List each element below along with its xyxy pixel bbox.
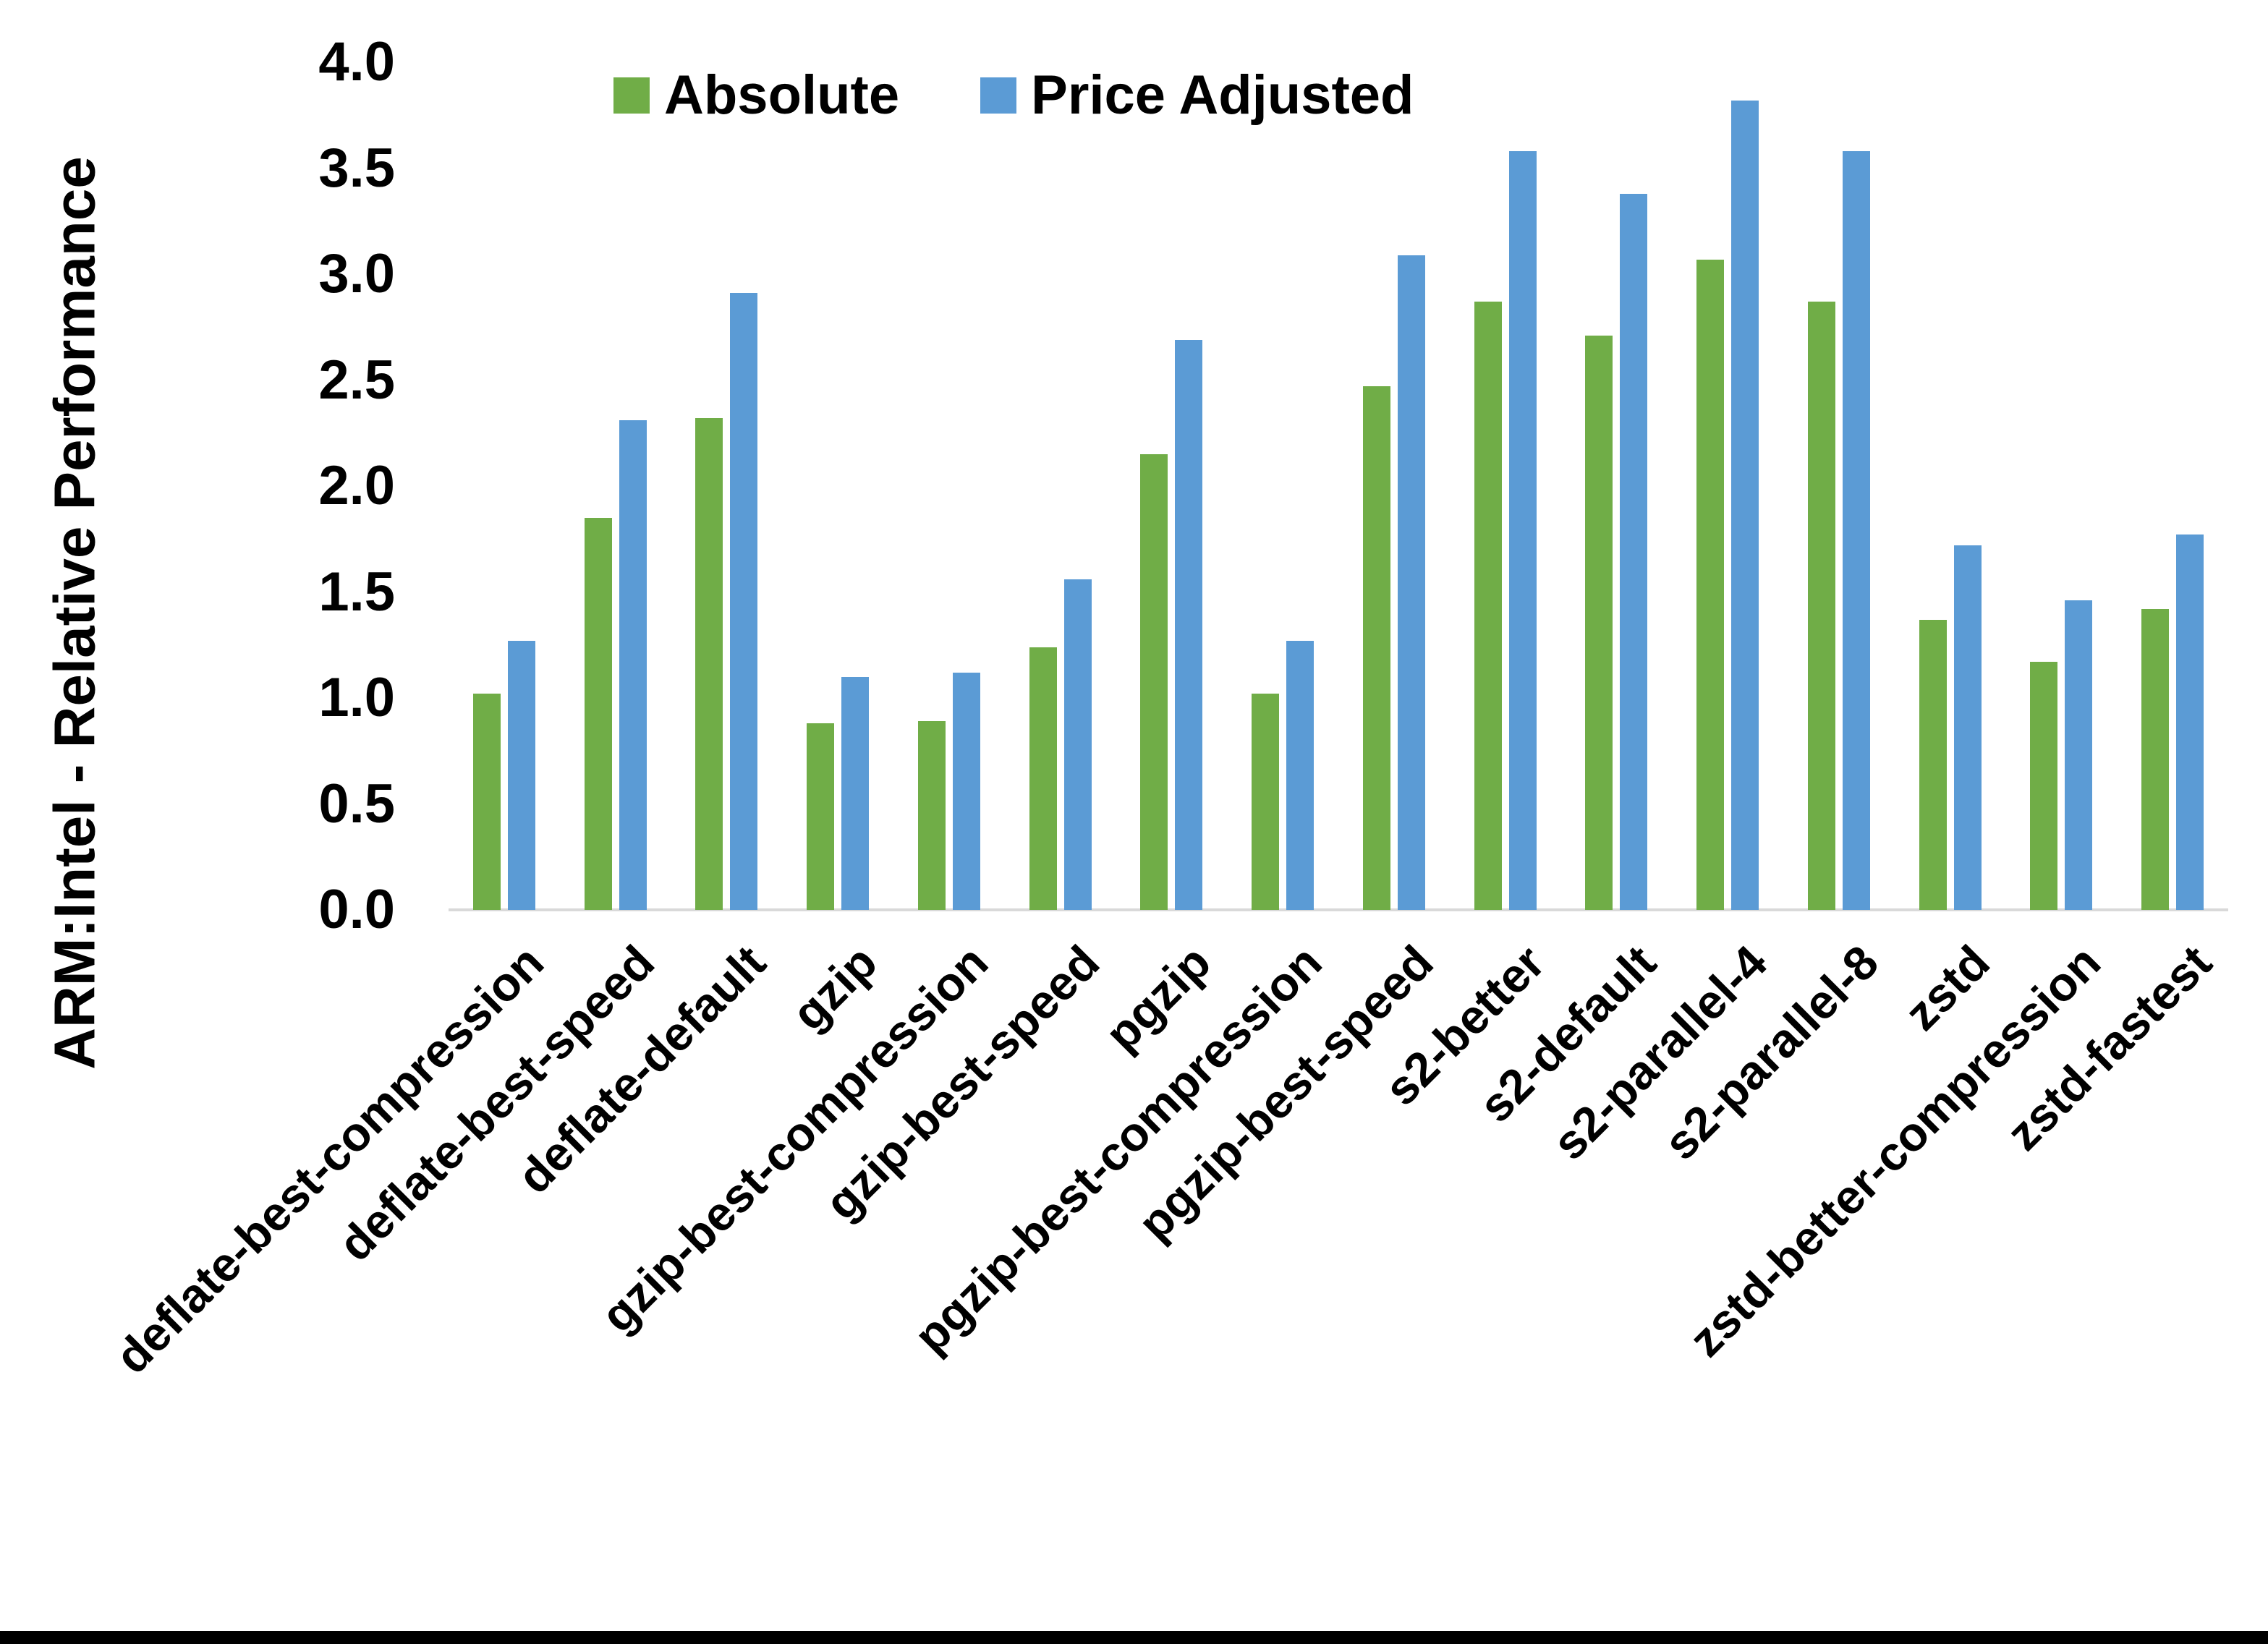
bar xyxy=(1620,193,1648,910)
bar-group xyxy=(2117,62,2228,910)
bar xyxy=(1696,259,1725,910)
bar xyxy=(1286,640,1314,910)
bottom-border-bar xyxy=(0,1631,2268,1644)
bar xyxy=(2176,534,2204,910)
bar xyxy=(1140,454,1168,910)
bar xyxy=(1397,255,1425,910)
bar xyxy=(1807,302,1835,910)
x-category-label: deflate-best-compression xyxy=(104,934,553,1384)
bar xyxy=(1585,335,1613,910)
plot-area xyxy=(449,62,2228,910)
y-tick-label: 4.0 xyxy=(318,31,395,93)
bar xyxy=(1919,619,1947,910)
bar xyxy=(1362,386,1390,910)
y-tick-label: 0.5 xyxy=(318,772,395,835)
y-tick-label: 3.5 xyxy=(318,137,395,199)
legend-item: Price Adjusted xyxy=(980,67,1414,124)
bar xyxy=(952,672,980,910)
bar-group xyxy=(1450,62,1561,910)
bar-group xyxy=(449,62,560,910)
bar-group xyxy=(560,62,671,910)
bar xyxy=(807,723,835,910)
bar xyxy=(695,418,723,910)
y-tick-label: 3.0 xyxy=(318,243,395,304)
x-axis-line xyxy=(449,908,2228,911)
legend-item: Absolute xyxy=(613,67,899,124)
bar-group xyxy=(1672,62,1783,910)
bar xyxy=(841,676,870,910)
bar xyxy=(917,721,946,910)
y-tick-label: 0.0 xyxy=(318,879,395,940)
bar xyxy=(1474,302,1502,910)
bar xyxy=(1953,545,1982,910)
chart-legend: Absolute Price Adjusted xyxy=(613,67,1414,124)
bar-group xyxy=(1116,62,1228,910)
bar xyxy=(2065,600,2093,910)
y-tick-label: 2.5 xyxy=(318,349,395,411)
bar xyxy=(2141,608,2170,910)
bar xyxy=(619,420,647,910)
bar xyxy=(1029,647,1057,910)
bar xyxy=(730,293,758,910)
legend-label: Absolute xyxy=(664,64,900,126)
legend-swatch-icon xyxy=(980,77,1017,114)
bar-group xyxy=(1338,62,1450,910)
bar-group xyxy=(1005,62,1116,910)
bar xyxy=(1063,579,1092,910)
bar-group xyxy=(1895,62,2006,910)
y-tick-label: 2.0 xyxy=(318,455,395,516)
bar-group xyxy=(1227,62,1338,910)
bar-group xyxy=(893,62,1005,910)
bar-group xyxy=(671,62,783,910)
legend-label: Price Adjusted xyxy=(1031,64,1414,126)
y-tick-label: 1.0 xyxy=(318,667,395,728)
legend-swatch-icon xyxy=(613,77,650,114)
bar xyxy=(1175,339,1203,910)
bar xyxy=(472,694,501,910)
bar xyxy=(584,517,612,910)
bar-group xyxy=(1561,62,1673,910)
bar xyxy=(1842,151,1870,910)
bar-group xyxy=(2006,62,2118,910)
bar-group xyxy=(782,62,893,910)
bar xyxy=(507,640,535,910)
bar xyxy=(1252,694,1280,910)
bar xyxy=(2030,662,2058,910)
bar xyxy=(1508,151,1537,910)
y-tick-label: 1.5 xyxy=(318,561,395,623)
bar xyxy=(1731,100,1759,910)
bar-group xyxy=(1783,62,1895,910)
